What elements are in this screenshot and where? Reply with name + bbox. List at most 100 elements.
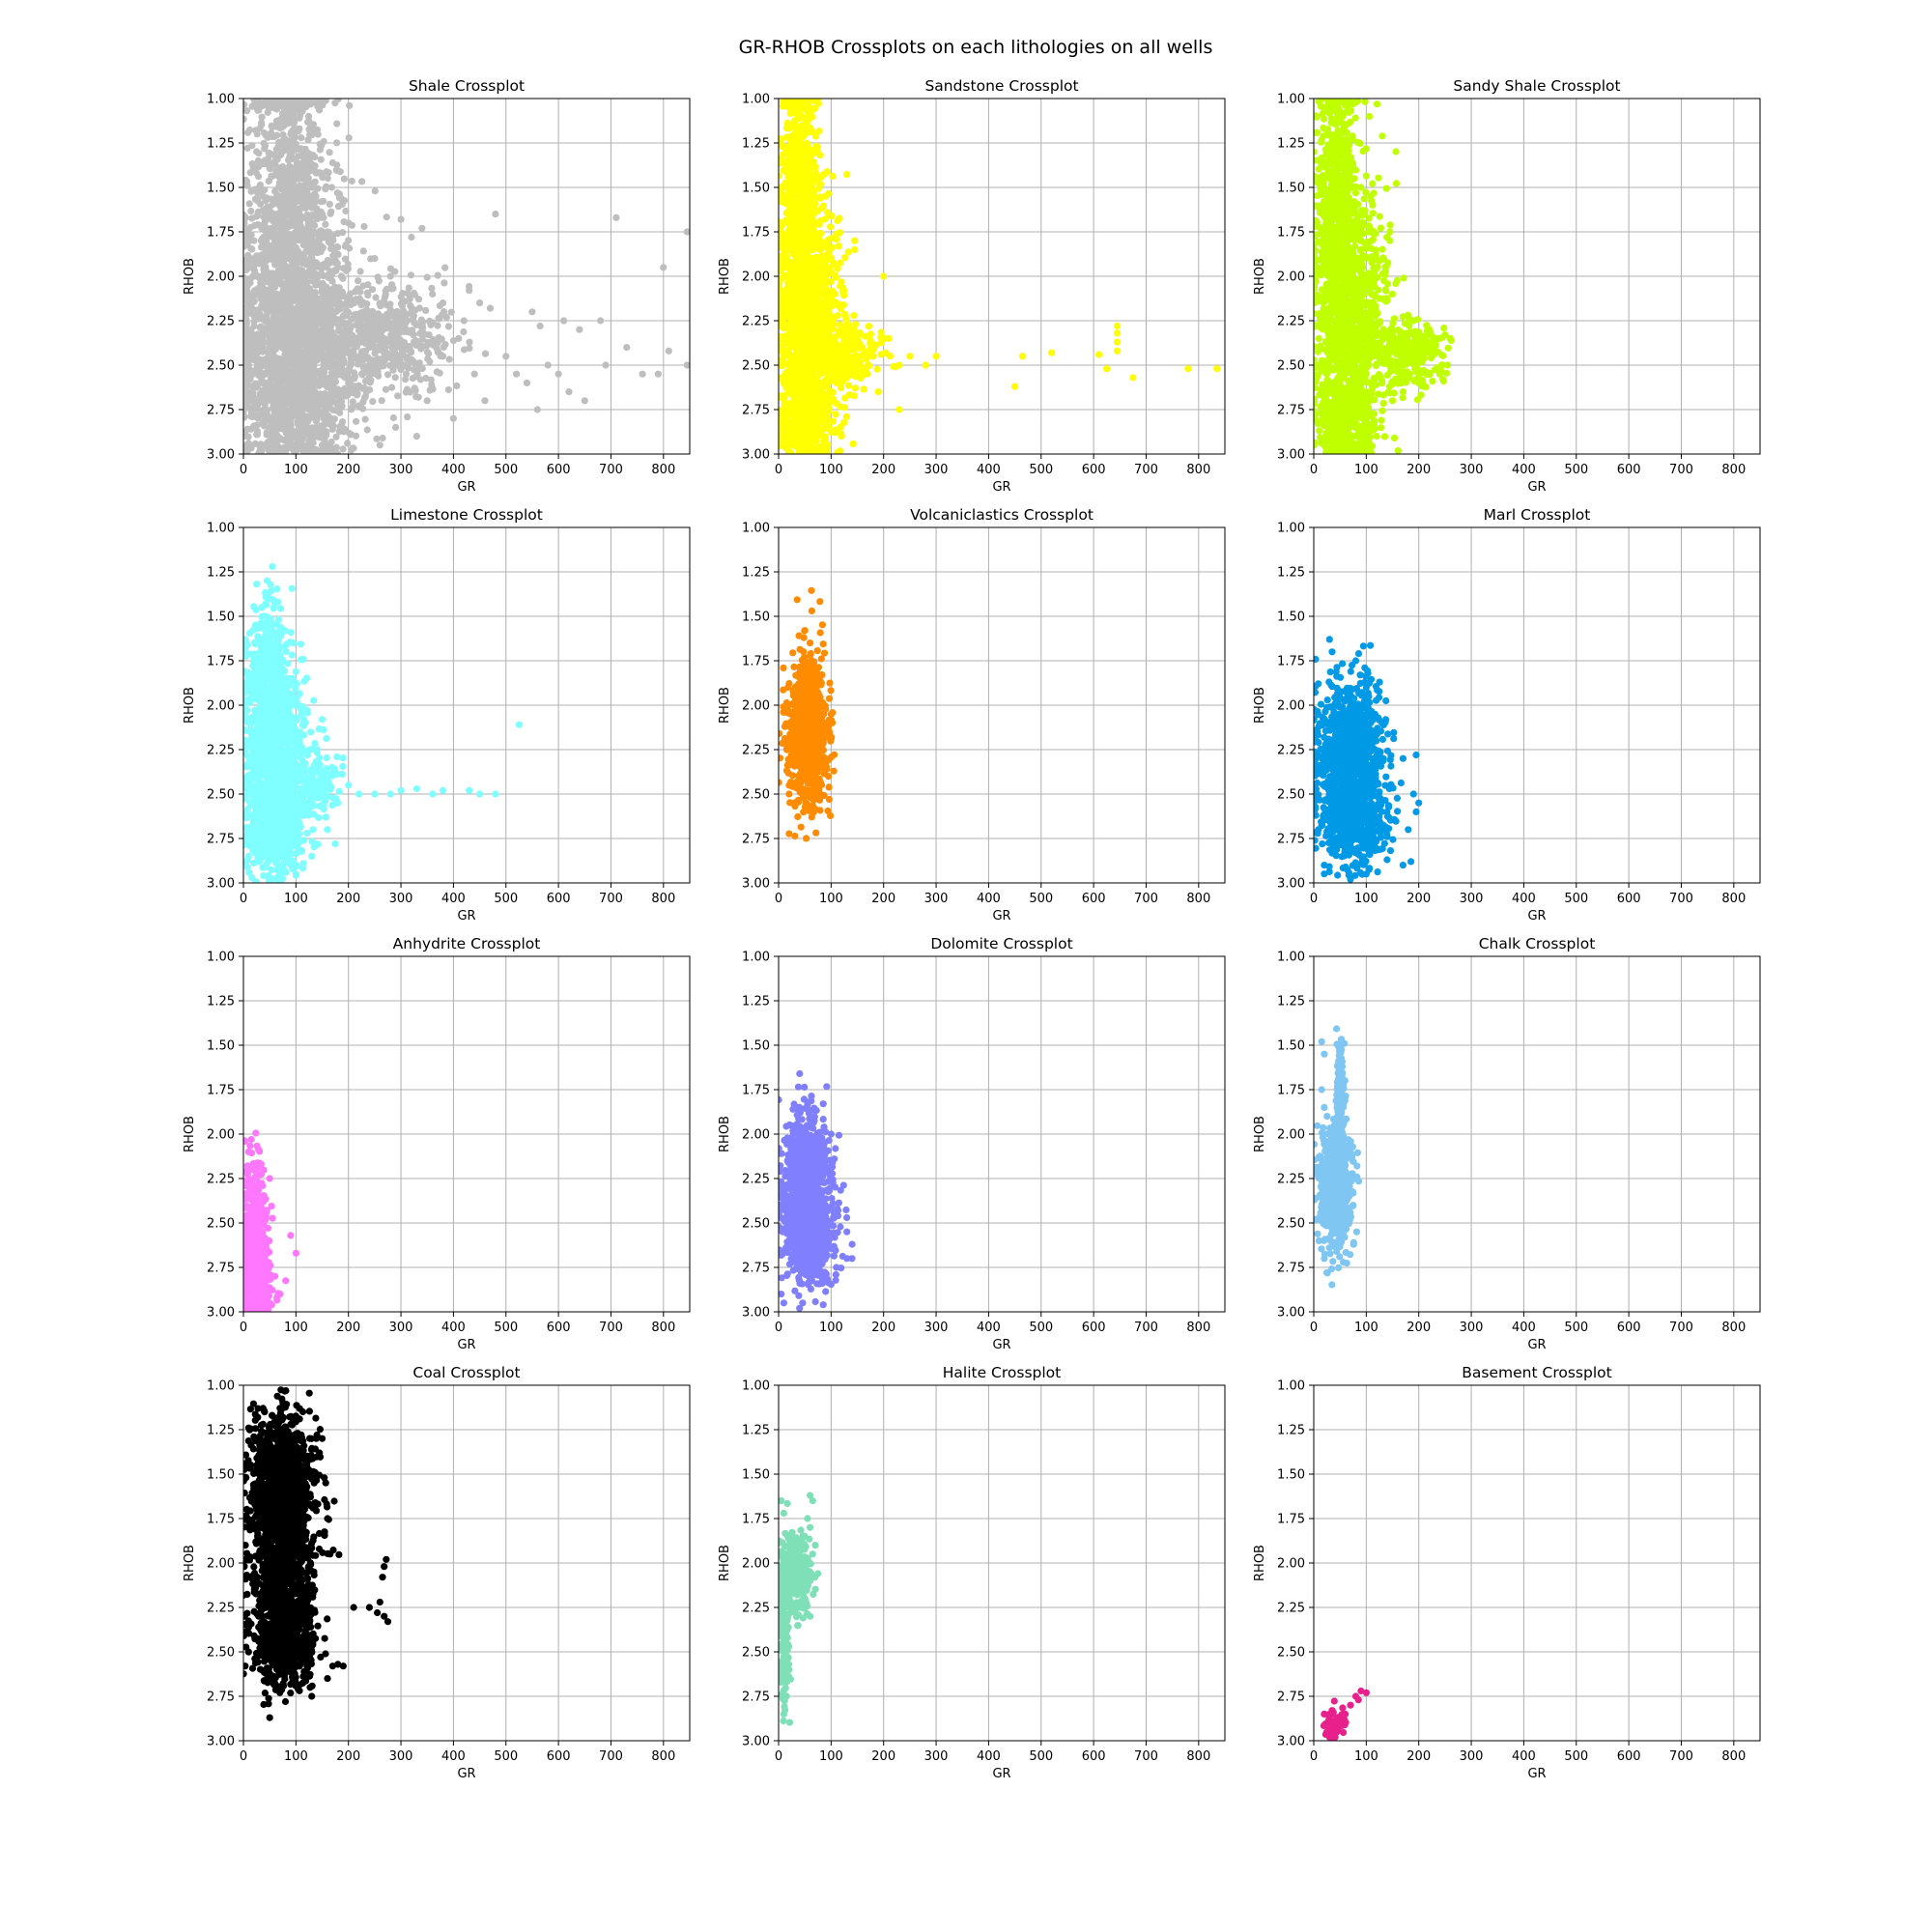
data-point [271,414,279,422]
data-point [258,409,266,416]
data-point [665,347,672,355]
data-point [378,397,385,405]
data-point [356,288,364,296]
data-point [426,357,434,365]
data-point [322,220,329,228]
data-point [317,270,326,277]
data-point [411,384,418,392]
data-point [282,376,290,384]
data-point [780,166,787,175]
x-tick-label: 800 [1186,463,1210,477]
data-point [841,254,849,262]
data-point [440,279,448,287]
data-point [371,343,379,351]
data-point [276,201,284,209]
data-point [261,290,269,298]
data-point [799,193,808,201]
data-point [404,413,412,421]
data-point [326,149,333,156]
data-point [328,277,336,285]
data-point [289,327,297,334]
data-point [389,353,397,360]
data-point [309,425,317,433]
data-point [259,417,267,425]
data-point [786,109,794,117]
data-point [427,376,435,384]
data-point [256,272,264,280]
data-point [843,171,851,179]
data-point [308,395,317,403]
y-tick-label: 1.25 [742,137,770,152]
data-point [310,191,318,200]
data-point [276,193,284,201]
data-point [581,397,588,405]
data-point [796,114,804,122]
data-point [784,239,792,246]
data-point [328,291,336,298]
data-point [411,291,418,298]
data-point [322,339,329,347]
data-point [243,447,251,454]
data-point [355,323,363,330]
data-point [418,224,426,232]
data-point [320,307,327,315]
data-point [407,301,414,309]
data-point [316,227,324,235]
data-point [339,334,347,342]
data-point [528,308,536,316]
data-point [258,119,266,127]
data-point [406,295,413,303]
subplot-grid: 0 100 200 300 400 500 600 700 8001.001.251.501.7… [183,77,1761,1781]
data-point [303,332,311,340]
data-point [252,127,260,134]
data-point [257,295,265,302]
data-point [296,206,303,213]
data-point [304,384,312,392]
data-point [374,357,382,365]
data-point [357,309,365,317]
data-point [297,111,304,119]
data-point [254,220,262,229]
data-point [268,369,275,377]
data-point [250,322,258,330]
data-point [782,253,790,261]
data-point [327,414,335,422]
data-point [811,237,820,244]
data-point [284,437,292,444]
data-point [576,326,583,333]
data-point [389,320,397,327]
data-point [254,197,262,205]
data-point [795,178,803,185]
data-point [424,338,432,346]
data-point [304,136,312,144]
data-point [780,151,787,158]
data-point [392,423,400,431]
data-point [333,360,341,369]
data-point [837,259,844,267]
data-point [365,361,374,369]
data-point [249,163,257,171]
data-point [276,223,284,231]
data-point [302,313,310,321]
data-point [247,187,255,195]
data-point [256,398,264,406]
data-point [357,301,365,309]
data-point [309,436,317,443]
data-point [245,200,253,208]
data-point [318,441,327,449]
data-point [267,248,274,256]
data-point [354,360,361,368]
data-point [338,421,346,429]
data-point [380,338,387,346]
data-point [325,169,332,177]
data-point [275,322,284,329]
data-point [316,146,324,154]
data-point [683,361,690,369]
data-point [303,213,311,220]
data-point [481,350,490,357]
data-point [263,412,270,420]
data-point [533,406,542,413]
data-point [814,99,822,107]
data-point [324,326,331,334]
